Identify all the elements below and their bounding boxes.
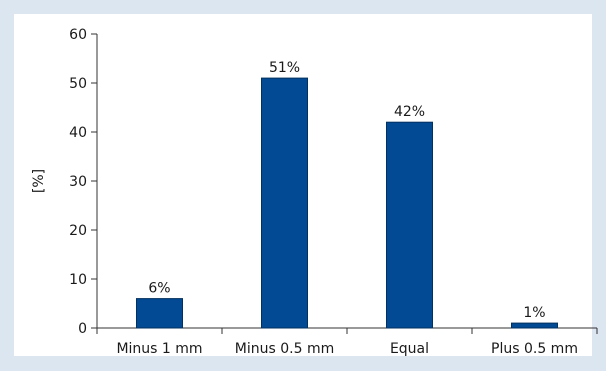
bar-0 <box>136 298 183 329</box>
data-label-3: 1% <box>523 305 545 321</box>
data-label-2: 42% <box>394 104 425 120</box>
data-label-0: 6% <box>148 281 170 297</box>
bar-2 <box>386 121 433 329</box>
x-tick-label-2: Equal <box>390 341 429 357</box>
data-labels: 6% 51% 42% 1% <box>148 60 545 321</box>
x-tick-label-0: Minus 1 mm <box>116 341 202 357</box>
y-axis-title: [%] <box>31 169 47 193</box>
y-tick-label: 10 <box>69 272 87 288</box>
bars <box>136 77 558 329</box>
bar-3 <box>511 322 558 329</box>
data-label-1: 51% <box>269 60 300 76</box>
y-tick-label: 60 <box>69 27 87 43</box>
y-axis: 0 10 20 30 40 50 60 <box>69 27 98 337</box>
y-tick-label: 50 <box>69 76 87 92</box>
x-tick-label-1: Minus 0.5 mm <box>235 341 334 357</box>
y-tick-label: 30 <box>69 174 87 190</box>
bar-1 <box>261 77 308 329</box>
y-tick-label: 0 <box>78 321 87 337</box>
x-tick-label-3: Plus 0.5 mm <box>491 341 578 357</box>
y-tick-label: 40 <box>69 125 87 141</box>
y-tick-label: 20 <box>69 223 87 239</box>
